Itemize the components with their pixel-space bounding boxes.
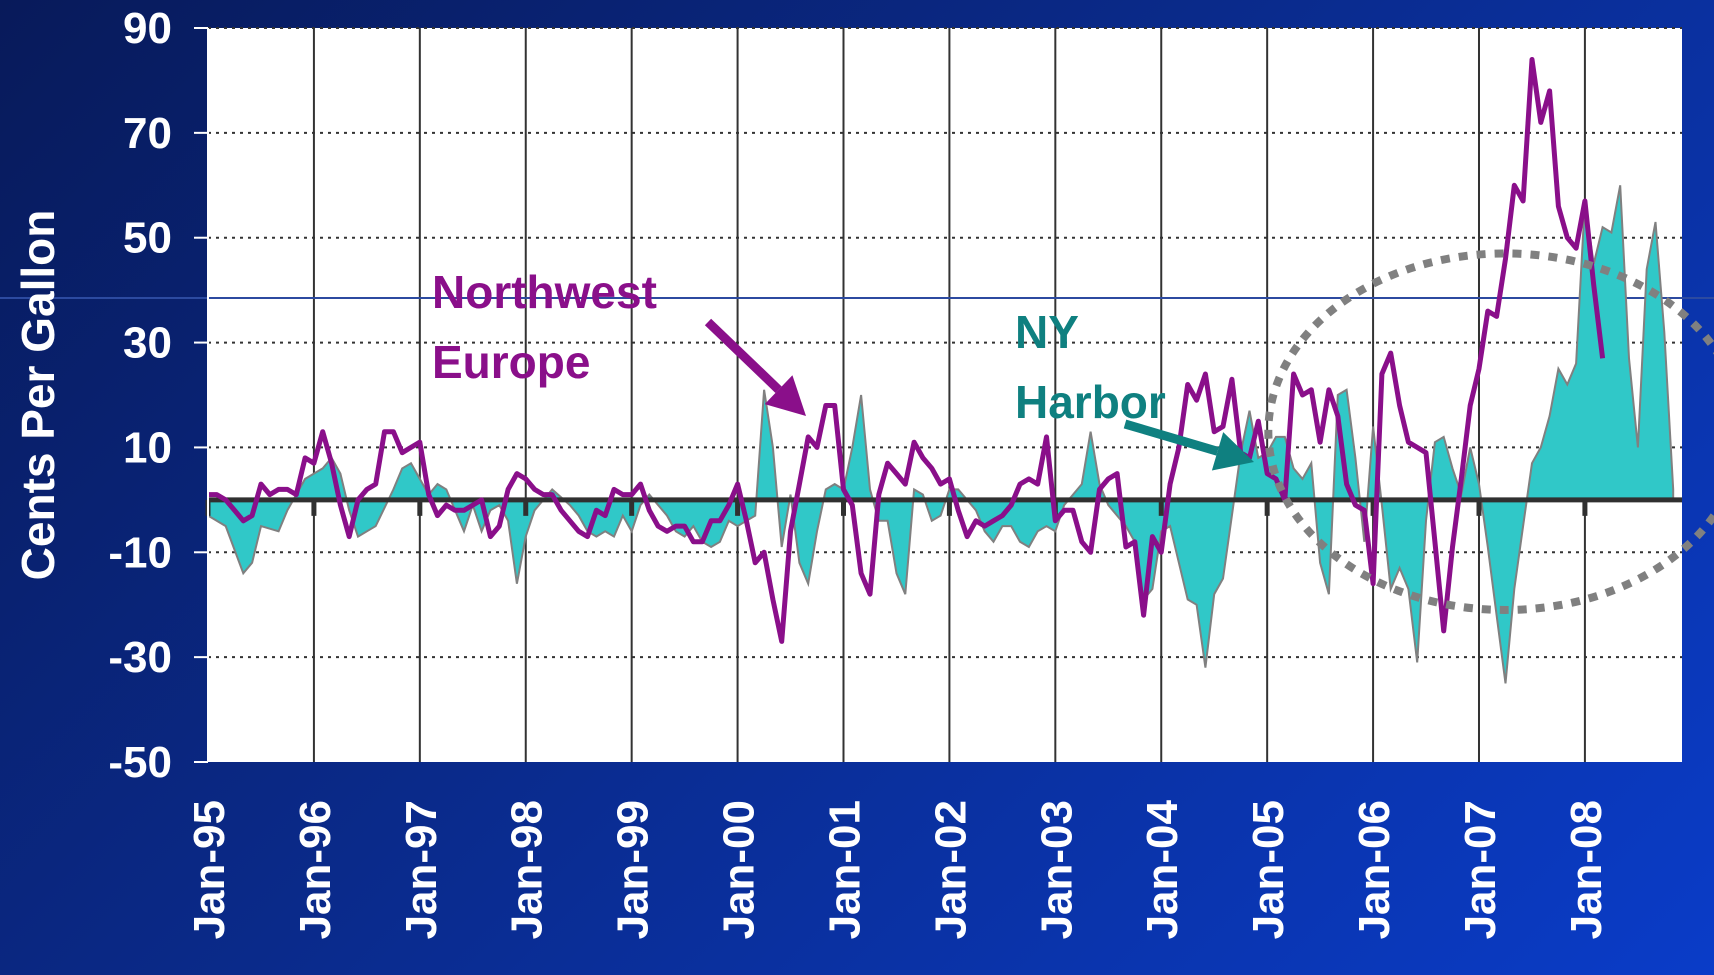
- annotation-ny-harbor-line2: Harbor: [1015, 376, 1166, 428]
- arrow-northwest-europe-head: [764, 375, 806, 416]
- x-tick-label: Jan-06: [1350, 800, 1399, 939]
- arrow-ny-harbor: [1123, 419, 1254, 471]
- y-tick-label: 70: [123, 109, 172, 158]
- y-tick-label: 90: [123, 4, 172, 53]
- y-tick-label: 10: [123, 423, 172, 472]
- y-axis-title-group: Cents Per Gallon: [12, 210, 64, 581]
- x-tick-label: Jan-98: [503, 800, 552, 939]
- highlight-ellipse: [1264, 249, 1714, 614]
- y-axis-ticks: 90 70 50 30 10 -10 -30 -50: [108, 4, 209, 787]
- arrow-ny-harbor-shaft: [1123, 419, 1219, 456]
- y-tick-label: 30: [123, 319, 172, 368]
- zero-axis-ticks: [205, 499, 1588, 516]
- y-tick-label: 50: [123, 214, 172, 263]
- x-tick-label: Jan-97: [397, 800, 446, 939]
- y-tick-label: -30: [108, 633, 172, 682]
- y-axis-title: Cents Per Gallon: [12, 210, 64, 581]
- y-tick-label: -10: [108, 528, 172, 577]
- highlight-ellipse: [1264, 249, 1714, 614]
- annotation-ny-harbor-line1: NY: [1015, 306, 1079, 358]
- y-tick-label: -50: [108, 738, 172, 787]
- plot-area: [208, 28, 1682, 762]
- northwest-europe-line-series: [208, 57, 1606, 644]
- x-tick-label: Jan-00: [715, 800, 764, 939]
- vertical-gridlines: [312, 28, 1586, 762]
- x-tick-label: Jan-02: [926, 800, 975, 939]
- x-tick-label: Jan-01: [820, 800, 869, 939]
- x-tick-label: Jan-08: [1562, 800, 1611, 939]
- northwest-europe-line: [208, 57, 1606, 644]
- arrow-northwest-europe: [704, 318, 806, 416]
- arrow-northwest-europe-shaft: [704, 318, 782, 393]
- x-axis-ticks: Jan-95 Jan-96 Jan-97 Jan-98 Jan-99 Jan-00 Jan-…: [185, 799, 1611, 939]
- x-tick-label: Jan-03: [1032, 800, 1081, 939]
- horizontal-gridlines: [208, 27, 1682, 659]
- arrow-ny-harbor-head: [1211, 432, 1254, 471]
- annotations: Northwest Europe NY Harbor: [432, 266, 1254, 471]
- x-tick-label: Jan-04: [1138, 799, 1187, 939]
- x-tick-label: Jan-07: [1456, 800, 1505, 939]
- x-tick-label: Jan-95: [185, 800, 234, 939]
- annotation-northwest-europe-line1: Northwest: [432, 266, 657, 318]
- annotation-northwest-europe-line2: Europe: [432, 336, 590, 388]
- x-tick-label: Jan-99: [609, 800, 658, 939]
- x-tick-label: Jan-05: [1244, 800, 1293, 939]
- x-tick-label: Jan-96: [291, 800, 340, 939]
